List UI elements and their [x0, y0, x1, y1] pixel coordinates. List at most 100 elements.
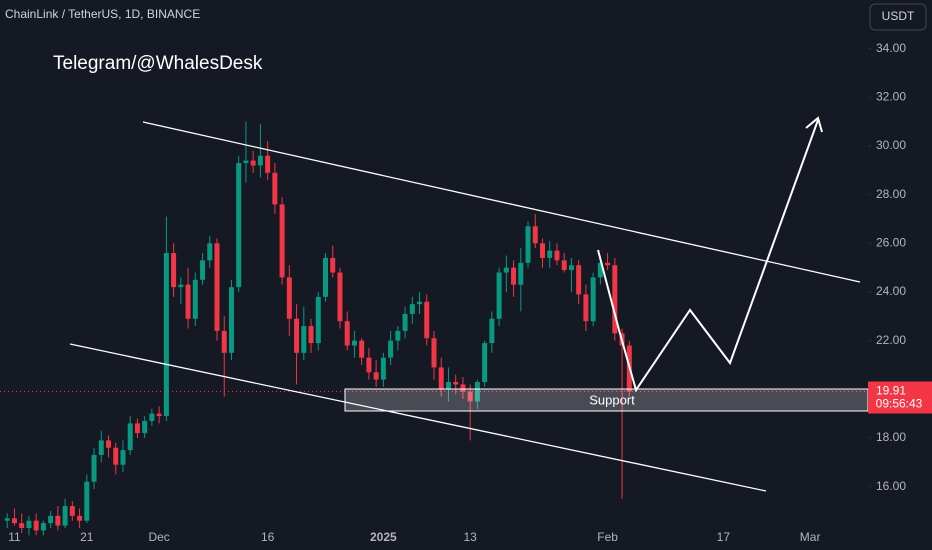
x-tick-label: 11 [8, 530, 21, 544]
candle-body [257, 155, 263, 166]
candle-body [294, 318, 300, 353]
candle-body [496, 272, 502, 319]
candle-body [503, 267, 509, 273]
upper-trend-line [142, 121, 861, 283]
axes: 16.0018.0020.0022.0024.0026.0028.0030.00… [8, 41, 932, 544]
candle-body [438, 367, 444, 390]
candle-body [489, 318, 495, 344]
candle-body [605, 262, 611, 266]
candle-body [250, 160, 256, 166]
candle-body [91, 455, 97, 482]
y-tick-label: 16.00 [876, 479, 906, 493]
candle-body [113, 447, 119, 465]
plot-area [0, 121, 868, 536]
candle-body [561, 260, 567, 271]
y-tick-label: 18.00 [876, 430, 906, 444]
y-tick-label: 34.00 [876, 41, 906, 55]
candle-body [402, 313, 408, 331]
arrow-head [805, 116, 823, 133]
candle-body [62, 506, 68, 526]
x-tick-label: Feb [597, 530, 618, 544]
candle-body [142, 420, 148, 434]
candle-body [590, 277, 596, 322]
candle-body [460, 384, 466, 392]
currency-button[interactable] [869, 3, 927, 31]
x-tick-label: 13 [463, 530, 477, 544]
last-price-tag [868, 381, 932, 414]
x-tick-label: Mar [800, 530, 821, 544]
candle-body [474, 382, 480, 402]
candle-body [359, 340, 365, 358]
candle-body [156, 413, 162, 417]
candle-body [171, 253, 177, 288]
candle-body [214, 243, 220, 331]
x-tick-label: Dec [148, 530, 169, 544]
candle-body [84, 481, 90, 521]
candle-body [98, 440, 104, 456]
candle-body [127, 423, 133, 451]
candle-body [106, 440, 111, 448]
candle-body [380, 357, 386, 380]
candle-body [178, 284, 184, 288]
x-tick-label: 16 [261, 530, 275, 544]
candle-body [576, 265, 582, 295]
candle-body [236, 163, 242, 288]
candle-body [200, 260, 206, 280]
candle-body [453, 382, 459, 385]
candle-body [69, 506, 75, 516]
candle-body [532, 226, 538, 244]
candle-body [272, 172, 278, 205]
candle-body [163, 253, 169, 417]
candle-body [518, 262, 524, 285]
candle-body [4, 518, 10, 521]
candle-body [192, 279, 198, 319]
candle-body [301, 326, 307, 353]
candle-body [185, 284, 191, 319]
watermark: Telegram/@WhalesDesk [53, 53, 263, 74]
x-tick-label: 21 [80, 530, 94, 544]
y-tick-label: 28.00 [876, 187, 906, 201]
candle-body [265, 155, 271, 173]
candle-body [323, 257, 328, 297]
candle-body [308, 326, 314, 344]
y-tick-label: 24.00 [876, 284, 906, 298]
y-tick-label: 32.00 [876, 89, 906, 103]
candle-body [351, 340, 357, 346]
candle-body [55, 515, 61, 526]
y-tick-label: 22.00 [876, 333, 906, 347]
candle-body [388, 340, 394, 358]
candle-body [77, 515, 83, 521]
candle-body [554, 250, 560, 261]
candle-body [540, 243, 545, 258]
candle-body [11, 518, 17, 524]
candle-body [409, 304, 415, 314]
candle-body [482, 343, 488, 383]
lower-trend-line [69, 343, 767, 492]
candle-body [33, 520, 39, 531]
candle-body [134, 423, 140, 434]
candle-body [467, 391, 473, 402]
currency-label[interactable]: USDT [882, 9, 915, 23]
y-tick-label: 26.00 [876, 235, 906, 249]
candle-body [511, 267, 517, 285]
candle-body [597, 262, 603, 278]
candle-body [612, 265, 618, 334]
chart-title: ChainLink / TetherUS, 1D, BINANCE [5, 7, 200, 21]
candle-body [445, 382, 451, 390]
y-tick-label: 30.00 [876, 138, 906, 152]
candle-body [525, 226, 531, 263]
candle-body [395, 330, 401, 341]
candle-body [286, 277, 292, 319]
candle-body [337, 272, 343, 322]
x-tick-label: 17 [717, 530, 731, 544]
candle-body [547, 250, 553, 258]
candle-body [583, 294, 589, 322]
candle-body [417, 301, 423, 305]
projection-arrow [597, 119, 819, 393]
x-tick-label: 2025 [370, 530, 397, 544]
candle-body [315, 296, 321, 344]
candle-body [207, 243, 213, 261]
support-label: Support [589, 392, 635, 407]
